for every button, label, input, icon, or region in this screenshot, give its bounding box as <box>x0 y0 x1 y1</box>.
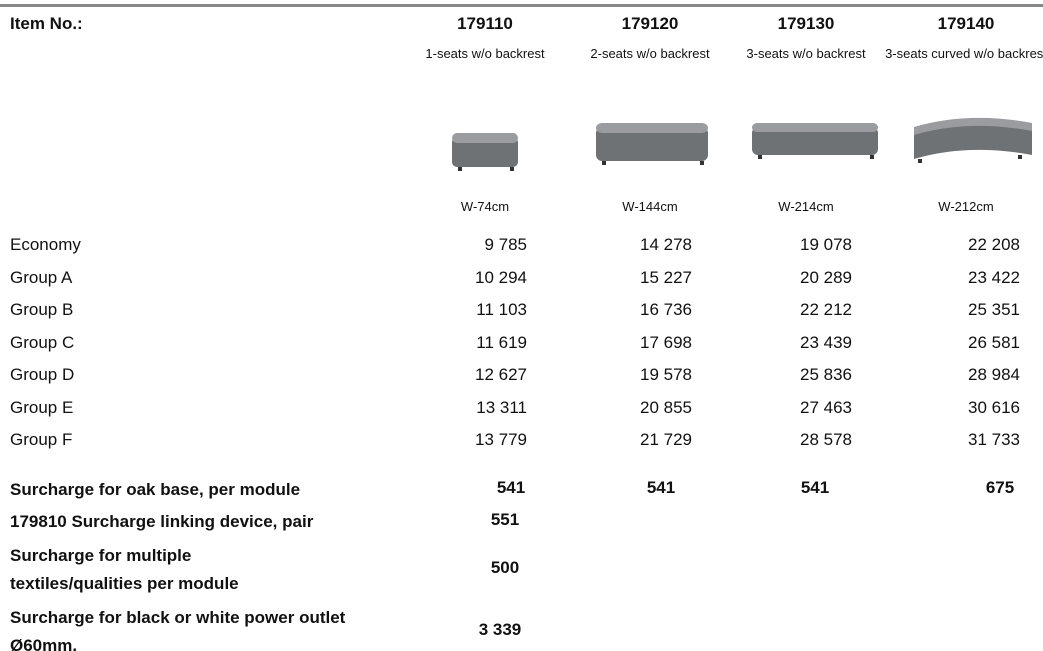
price: 11 103 <box>476 300 527 319</box>
price: 16 736 <box>640 300 692 319</box>
price: 25 351 <box>968 300 1020 319</box>
price: 23 439 <box>800 332 852 352</box>
price: 17 698 <box>640 332 692 352</box>
row-label: Economy <box>10 235 81 254</box>
surcharge-price: 541 <box>496 478 526 497</box>
price: 10 294 <box>475 267 527 287</box>
top-rule <box>0 4 1043 7</box>
row-label: Group A <box>10 267 73 287</box>
price: 23 422 <box>968 267 1020 287</box>
surcharge-price: 541 <box>646 478 676 497</box>
item-width: W-212cm <box>938 199 994 214</box>
item-width: W-214cm <box>778 199 834 214</box>
price: 20 855 <box>640 397 692 417</box>
row-label: Group B <box>10 300 74 319</box>
price: 22 212 <box>800 300 852 319</box>
price: 27 463 <box>800 397 852 417</box>
surcharge-price: 500 <box>490 558 520 577</box>
item-width: W-74cm <box>460 199 510 214</box>
price: 15 227 <box>640 267 692 287</box>
price: 31 733 <box>968 430 1020 449</box>
item-number: 179120 <box>621 14 679 33</box>
surcharge-price: 541 <box>800 478 830 497</box>
price: 19 578 <box>640 365 692 384</box>
price: 19 078 <box>800 235 852 254</box>
row-label: Group D <box>10 365 75 384</box>
price: 28 984 <box>968 365 1020 384</box>
surcharge-price: 551 <box>490 510 520 529</box>
item-number: 179140 <box>937 14 995 33</box>
surcharge-label: Surcharge for multiple textiles/qualitie… <box>10 546 239 593</box>
surcharge-price: 675 <box>985 478 1015 497</box>
item-number: 179130 <box>777 14 835 33</box>
surcharge-label: Surcharge for oak base, per module <box>10 480 301 499</box>
row-label: Group F <box>10 430 73 449</box>
price: 28 578 <box>800 430 852 449</box>
price: 26 581 <box>968 332 1020 352</box>
price: 9 785 <box>484 235 527 254</box>
surcharge-price: 3 339 <box>478 620 522 639</box>
product-images <box>452 117 1032 171</box>
surcharge-label: Surcharge for black or white power outle… <box>10 608 346 651</box>
price: 13 311 <box>476 397 527 417</box>
item-description: 3-seats w/o backrest <box>746 46 866 61</box>
price: 20 289 <box>800 267 852 287</box>
surcharge-label: 179810 Surcharge linking device, pair <box>10 512 314 531</box>
price: 21 729 <box>640 430 692 449</box>
price: 30 616 <box>968 397 1020 417</box>
price: 25 836 <box>800 365 852 384</box>
price: 11 619 <box>476 332 527 352</box>
row-label: Group E <box>10 397 74 417</box>
item-label: Item No.: <box>10 14 83 33</box>
price: 14 278 <box>640 235 692 254</box>
item-description: 2-seats w/o backrest <box>590 46 710 61</box>
price: 22 208 <box>968 235 1020 254</box>
price: 13 779 <box>475 430 527 449</box>
item-width: W-144cm <box>622 199 678 214</box>
item-number: 179110 <box>457 14 513 33</box>
row-label: Group C <box>10 332 75 352</box>
item-description: 1-seats w/o backrest <box>425 46 545 61</box>
price: 12 627 <box>475 365 527 384</box>
item-description: 3-seats curved w/o backrest <box>885 46 1043 61</box>
